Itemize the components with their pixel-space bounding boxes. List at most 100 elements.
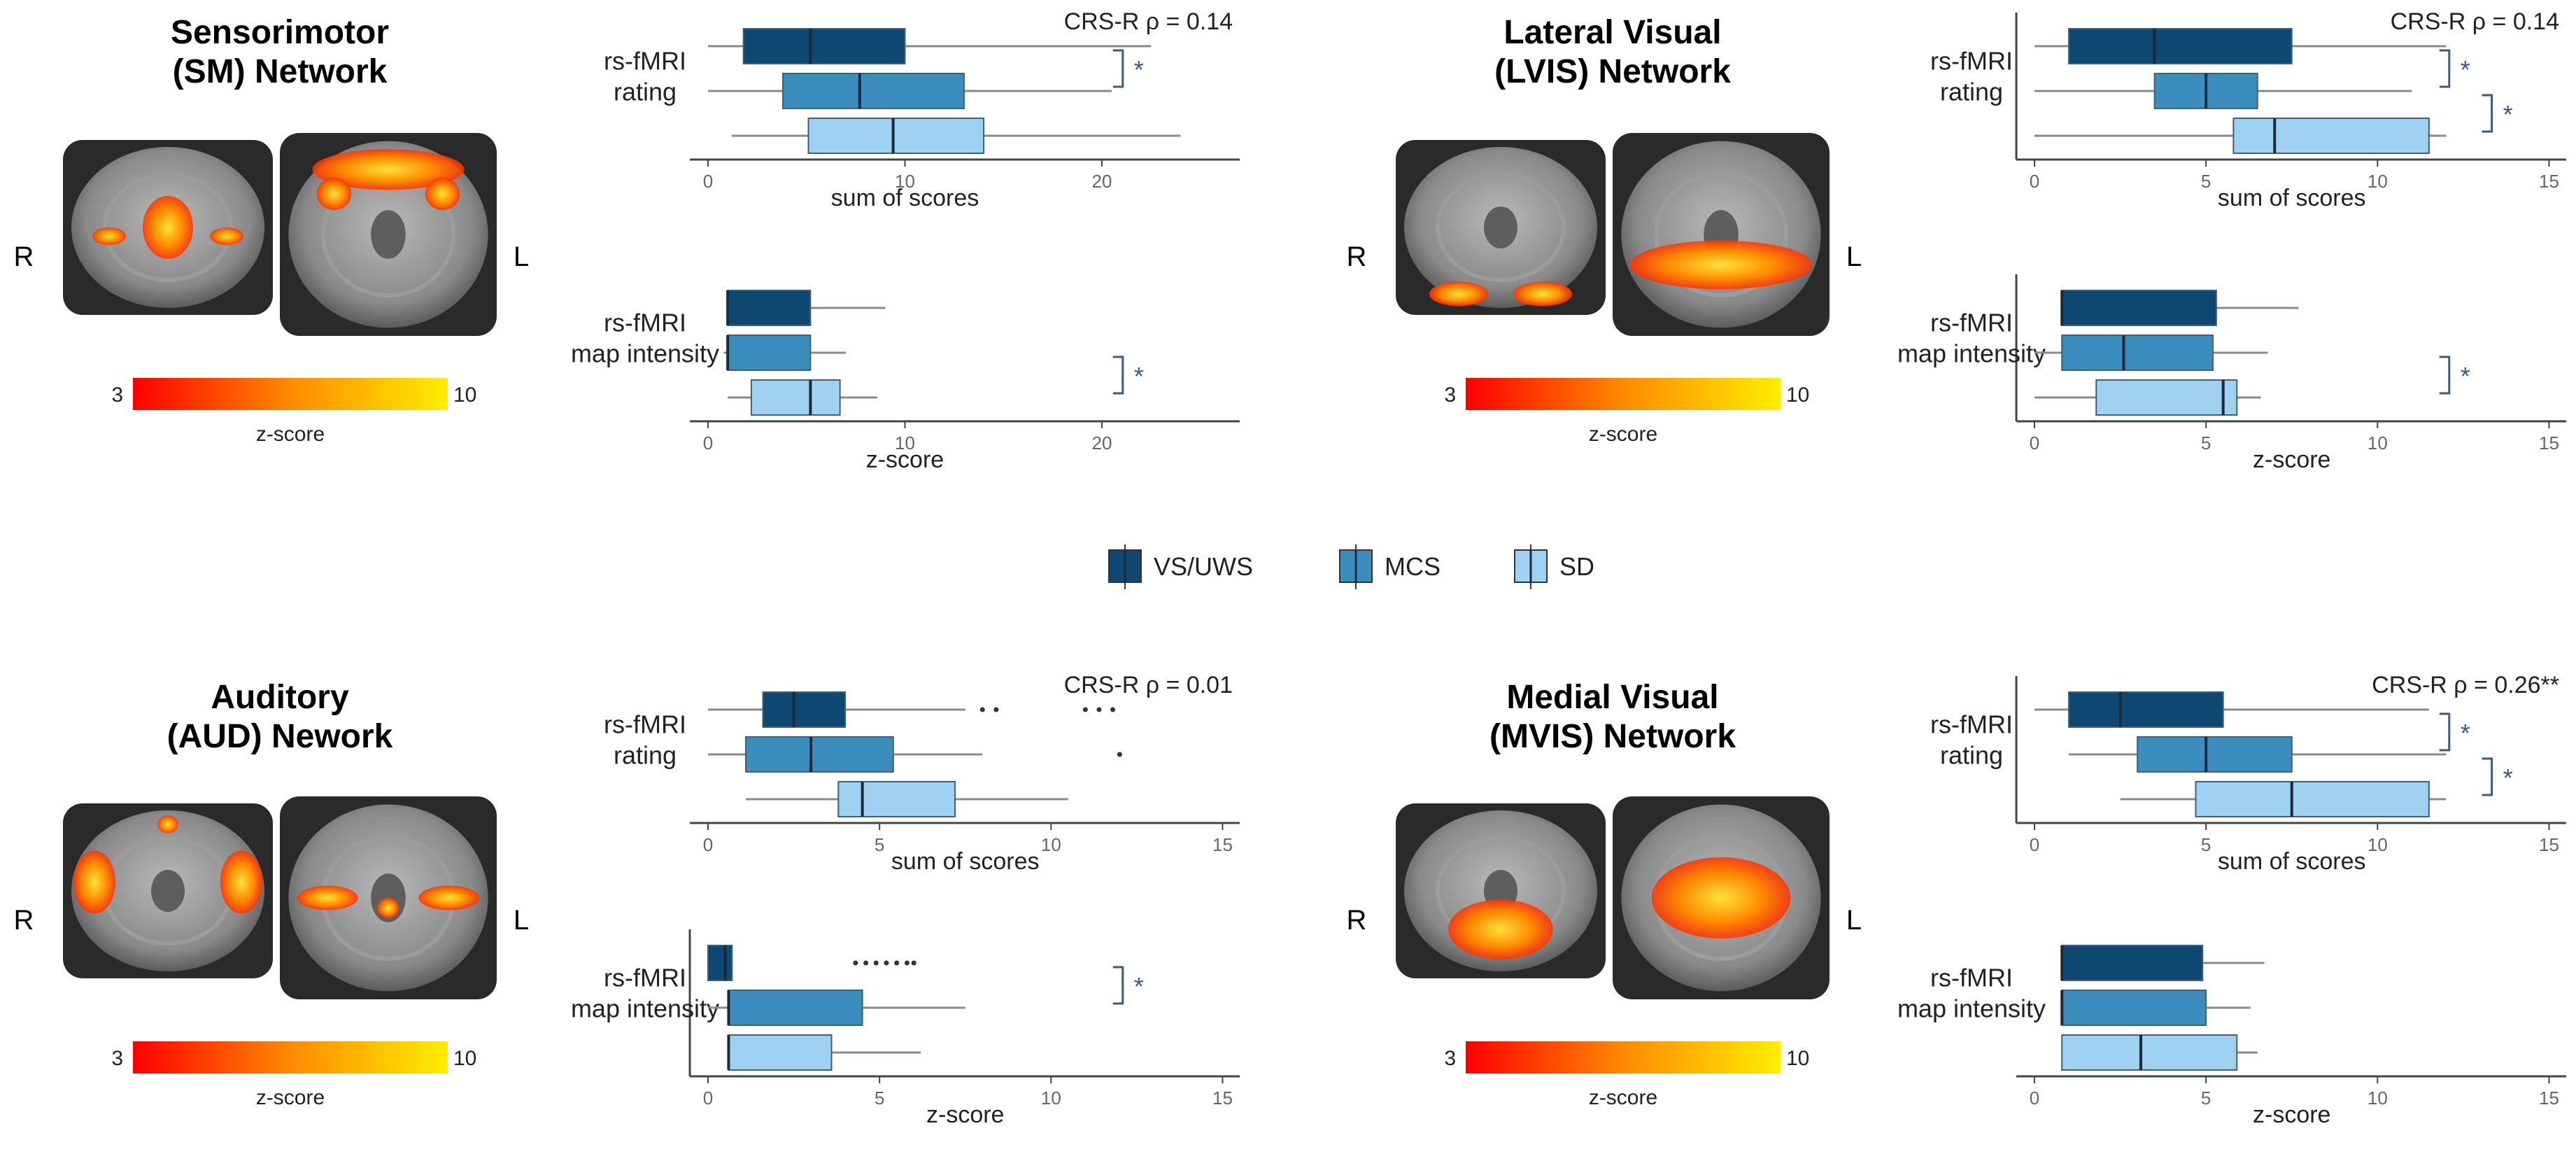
outlier-point — [1117, 752, 1122, 757]
activation-blob — [418, 885, 480, 910]
colorbar-min: 3 — [1444, 1047, 1456, 1070]
y-axis-label-line: rs-fMRI — [604, 710, 686, 739]
colorbar — [1466, 1041, 1781, 1074]
bracket-line — [1112, 49, 1124, 88]
box-sd — [2034, 379, 2261, 416]
x-tick-label: 0 — [2030, 1088, 2039, 1109]
legend-label: VS/UWS — [1154, 552, 1253, 581]
brain-axial-slice — [63, 140, 273, 315]
outlier-point — [979, 707, 985, 712]
y-axis-label-line: map intensity — [1897, 994, 2046, 1023]
intensity-boxplot: 0 10 20 z-score rs-fMRI map intensity * — [571, 290, 1240, 473]
x-tick-label: 5 — [875, 1088, 884, 1109]
brain-axial-slice-sulci — [1436, 173, 1566, 282]
rating-boxplot: 0 5 10 15 sum of scores rs-fMRI rating CRS-R ρ … — [1930, 672, 2566, 875]
intensity-boxplot: 0 5 10 15 z-score rs-fMRI map intensity * — [571, 929, 1240, 1128]
orientation-left: L — [1846, 905, 1862, 936]
orientation-right: R — [14, 905, 34, 936]
x-tick-label: 10 — [2368, 834, 2388, 855]
x-tick-label: 10 — [895, 432, 915, 453]
box-iqr — [2061, 290, 2217, 326]
significance-bracket: * — [1112, 966, 1144, 1005]
activation-blob — [377, 898, 399, 918]
box-sd — [731, 118, 1181, 154]
box-iqr — [2195, 781, 2430, 817]
box-mcs — [2060, 990, 2251, 1026]
x-tick-label: 15 — [2539, 432, 2559, 453]
box-iqr — [2068, 28, 2293, 64]
box-mcs — [708, 990, 965, 1026]
box-iqr — [728, 1034, 833, 1071]
y-axis-label-line: rating — [614, 78, 677, 106]
outlier-point — [863, 960, 869, 966]
x-tick-label: 0 — [703, 171, 713, 192]
significance-star: * — [1134, 362, 1144, 390]
y-axis-label: rs-fMRI map intensity — [1897, 309, 2046, 368]
orientation-right: R — [1347, 905, 1367, 936]
rating-boxplot: 0 10 20 sum of scores rs-fMRI rating CRS-R ρ =… — [604, 8, 1240, 211]
x-axis-label: z-score — [2253, 446, 2330, 473]
network-title-line: (AUD) Nework — [167, 718, 393, 755]
significance-star: * — [2503, 764, 2513, 792]
orientation-left: L — [514, 241, 529, 272]
colorbar-max: 10 — [453, 1047, 476, 1070]
box-iqr — [2068, 691, 2224, 728]
x-axis-label: z-score — [2253, 1102, 2330, 1128]
significance-star: * — [2461, 55, 2470, 84]
brain-coronal-slice — [1613, 133, 1830, 336]
colorbar-label: z-score — [256, 1086, 325, 1109]
crs-r-correlation: CRS-R ρ = 0.14 — [1064, 8, 1233, 35]
box-mcs — [2034, 335, 2268, 371]
box-iqr — [2061, 990, 2207, 1026]
box-vs-uws — [726, 290, 886, 326]
activation-blob — [92, 227, 126, 245]
rating-boxplot: 0 5 10 15 sum of scores rs-fMRI rating CRS-R ρ … — [1930, 8, 2566, 211]
significance-bracket: * — [2482, 94, 2513, 133]
x-tick-label: 5 — [2201, 1088, 2211, 1109]
activation-blob — [220, 850, 262, 914]
bracket-line — [2439, 356, 2451, 395]
y-axis-label: rs-fMRI map intensity — [571, 964, 719, 1023]
x-tick-label: 0 — [703, 834, 713, 855]
box-iqr — [2137, 736, 2293, 773]
brain-axial-slice — [1396, 803, 1606, 978]
box-iqr — [2061, 335, 2214, 371]
y-axis-label-line: rs-fMRI — [1930, 964, 2013, 992]
brain-coronal-slice — [280, 796, 497, 999]
bracket-line — [1112, 966, 1124, 1005]
x-tick-label: 15 — [1212, 1088, 1233, 1109]
y-axis-label: rs-fMRI rating — [604, 710, 686, 770]
colorbar-max: 10 — [1786, 384, 1809, 407]
box-vs-uws — [707, 945, 917, 981]
activation-blob — [425, 177, 460, 211]
activation-blob — [1429, 281, 1488, 307]
activation-blob — [157, 815, 178, 833]
brain-axial-slice — [63, 803, 273, 978]
significance-bracket: * — [1112, 49, 1144, 88]
significance-star: * — [1134, 55, 1144, 84]
box-vs-uws — [2060, 290, 2299, 326]
box-iqr — [2061, 1034, 2238, 1071]
x-tick-label: 5 — [875, 834, 884, 855]
x-tick-label: 15 — [2539, 171, 2559, 192]
y-axis-label-line: rs-fMRI — [604, 47, 686, 76]
legend-item-sd: SD — [1514, 544, 1594, 589]
box-iqr — [762, 691, 847, 728]
crs-r-correlation: CRS-R ρ = 0.01 — [1064, 672, 1233, 698]
network-title-line: Auditory — [211, 679, 349, 716]
significance-star: * — [2461, 362, 2470, 390]
y-axis-label-line: rs-fMRI — [604, 964, 686, 992]
network-title: Lateral Visual (LVIS) Network — [1494, 14, 1731, 90]
bracket-line — [2439, 712, 2451, 752]
network-title-line: (SM) Network — [173, 53, 388, 90]
box-vs-uws — [708, 691, 1116, 728]
x-axis-label: sum of scores — [891, 848, 1040, 875]
activation-blob — [143, 196, 193, 259]
activation-blob — [1651, 857, 1791, 938]
box-mcs — [723, 335, 847, 371]
orientation-right: R — [1347, 241, 1367, 272]
box-mcs — [2069, 736, 2447, 773]
x-tick-label: 15 — [2539, 834, 2559, 855]
network-title-line: (MVIS) Network — [1489, 718, 1736, 755]
